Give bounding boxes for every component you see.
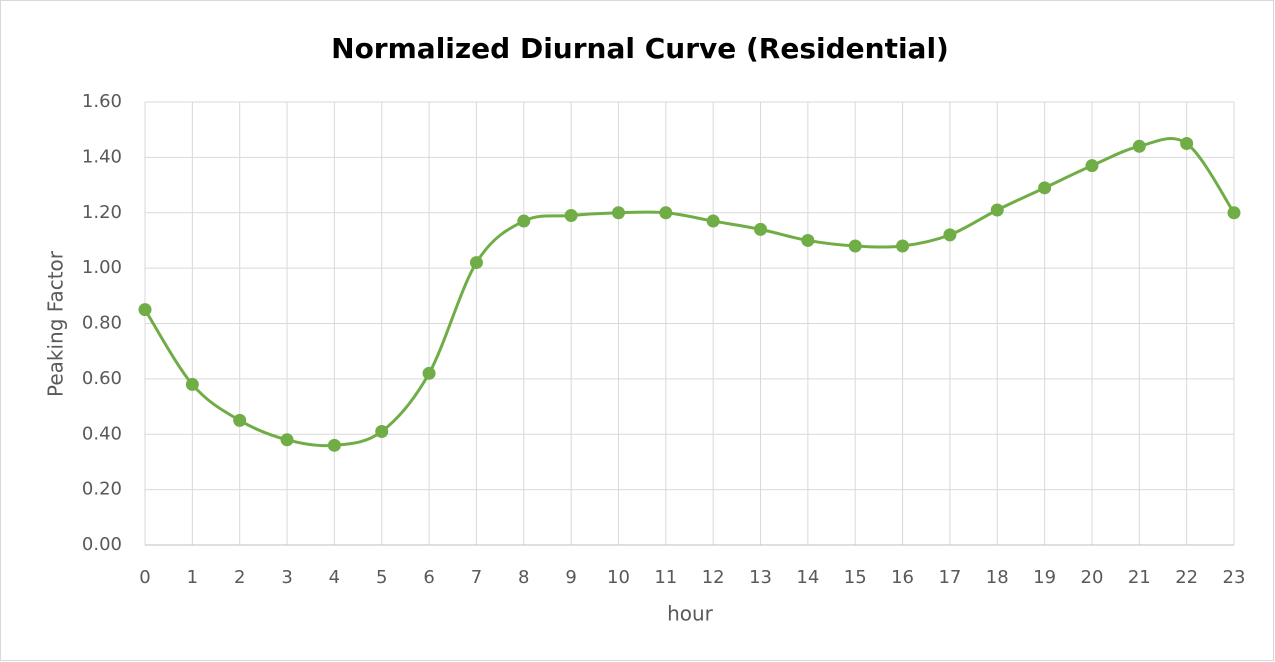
x-tick-label: 23 xyxy=(1223,567,1246,588)
data-point xyxy=(233,413,247,427)
data-point xyxy=(801,233,815,247)
x-tick-label: 18 xyxy=(986,567,1009,588)
data-point xyxy=(1227,206,1241,220)
data-point xyxy=(706,214,720,228)
x-tick-label: 16 xyxy=(891,567,914,588)
x-tick-label: 17 xyxy=(938,567,961,588)
y-tick-label: 0.80 xyxy=(82,313,122,334)
x-tick-label: 21 xyxy=(1128,567,1151,588)
data-point xyxy=(185,377,199,391)
data-point xyxy=(659,206,673,220)
x-tick-label: 3 xyxy=(281,567,292,588)
data-point xyxy=(327,438,341,452)
x-tick-label: 19 xyxy=(1033,567,1056,588)
data-point xyxy=(848,239,862,253)
y-tick-label: 1.00 xyxy=(82,257,122,278)
x-tick-label: 9 xyxy=(565,567,576,588)
x-tick-label: 2 xyxy=(234,567,245,588)
data-point xyxy=(564,209,578,223)
y-tick-label: 0.20 xyxy=(82,479,122,500)
y-tick-label: 0.60 xyxy=(82,368,122,389)
x-tick-label: 15 xyxy=(844,567,867,588)
data-point xyxy=(990,203,1004,217)
data-point xyxy=(517,214,531,228)
x-tick-label: 13 xyxy=(749,567,772,588)
x-tick-label: 6 xyxy=(423,567,434,588)
data-point xyxy=(1038,181,1052,195)
x-tick-label: 4 xyxy=(329,567,340,588)
x-tick-label: 20 xyxy=(1081,567,1104,588)
x-tick-label: 12 xyxy=(702,567,725,588)
data-point xyxy=(138,303,152,317)
chart-title: Normalized Diurnal Curve (Residential) xyxy=(331,32,949,65)
data-point xyxy=(422,366,436,380)
data-point xyxy=(375,424,389,438)
data-point xyxy=(280,433,294,447)
y-tick-label: 1.60 xyxy=(82,91,122,112)
x-tick-label: 10 xyxy=(607,567,630,588)
y-tick-label: 1.20 xyxy=(82,202,122,223)
y-tick-label: 1.40 xyxy=(82,146,122,167)
data-point xyxy=(754,222,768,236)
data-point xyxy=(611,206,625,220)
data-point xyxy=(1180,137,1194,151)
x-tick-label: 5 xyxy=(376,567,387,588)
x-axis-label: hour xyxy=(667,602,714,626)
data-point xyxy=(943,228,957,242)
data-point xyxy=(1132,139,1146,153)
y-tick-label: 0.00 xyxy=(82,534,122,555)
data-point xyxy=(1085,159,1099,173)
x-tick-label: 1 xyxy=(187,567,198,588)
x-tick-label: 7 xyxy=(471,567,482,588)
data-point xyxy=(469,256,483,270)
x-tick-label: 0 xyxy=(139,567,150,588)
y-axis-label: Peaking Factor xyxy=(44,250,68,397)
y-tick-label: 0.40 xyxy=(82,423,122,444)
x-tick-label: 11 xyxy=(654,567,677,588)
x-tick-label: 14 xyxy=(796,567,819,588)
data-point xyxy=(896,239,910,253)
x-tick-label: 8 xyxy=(518,567,529,588)
x-tick-label: 22 xyxy=(1175,567,1198,588)
